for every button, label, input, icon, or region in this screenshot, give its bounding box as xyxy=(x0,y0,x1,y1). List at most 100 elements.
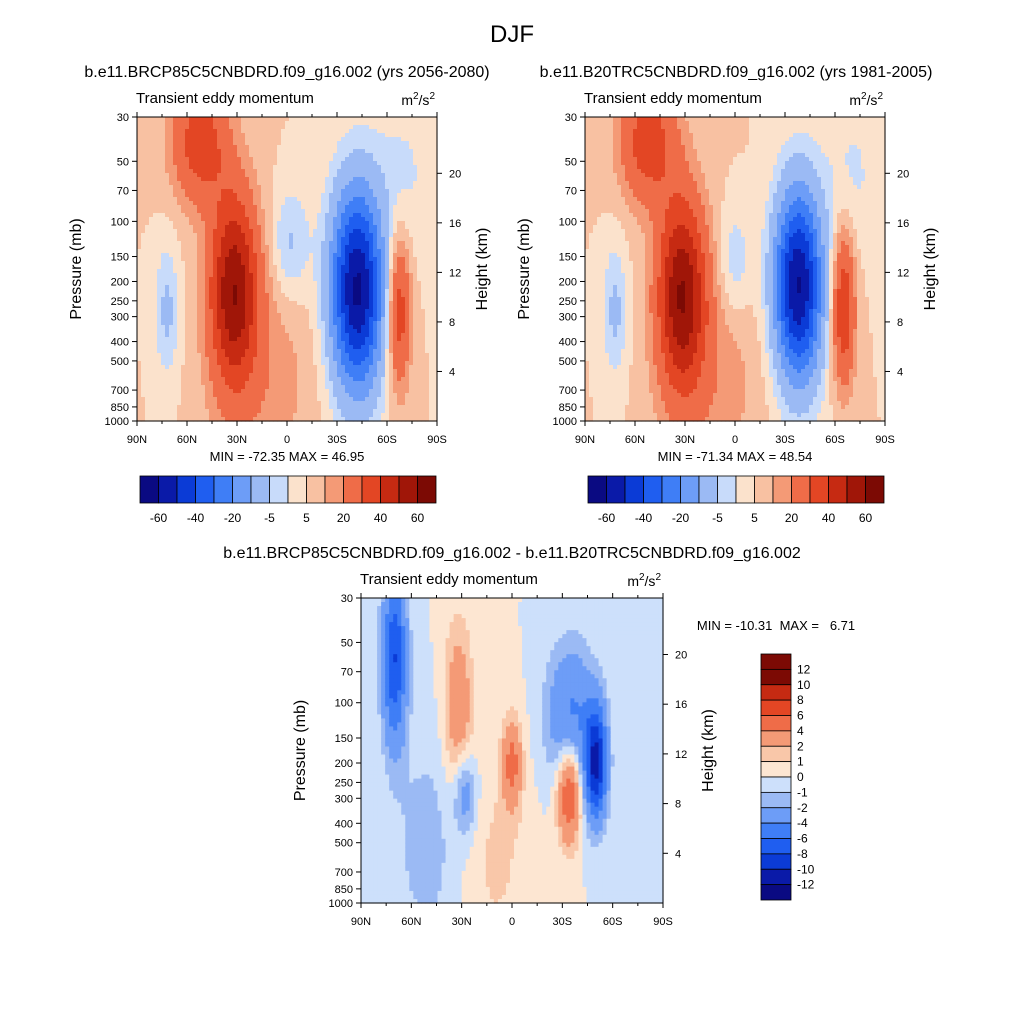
field-cell xyxy=(233,337,238,342)
field-cell xyxy=(361,373,366,378)
field-cell xyxy=(197,141,202,146)
field-cell xyxy=(389,349,394,354)
field-cell xyxy=(145,289,150,294)
field-cell xyxy=(217,325,222,330)
field-cell xyxy=(221,325,226,330)
field-cell xyxy=(365,225,370,230)
field-cell xyxy=(213,177,218,182)
field-cell xyxy=(185,209,190,214)
field-cell xyxy=(365,409,370,414)
field-cell xyxy=(201,245,206,250)
field-cell xyxy=(281,161,286,166)
field-cell xyxy=(325,397,330,402)
field-cell xyxy=(285,393,290,398)
field-cell xyxy=(341,329,346,334)
field-cell xyxy=(373,293,378,298)
field-cell xyxy=(357,141,362,146)
field-cell xyxy=(325,401,330,406)
field-cell xyxy=(181,393,186,398)
field-cell xyxy=(209,329,214,334)
field-cell xyxy=(341,373,346,378)
field-cell xyxy=(361,225,366,230)
field-cell xyxy=(157,341,162,346)
field-cell xyxy=(321,189,326,194)
field-cell xyxy=(209,169,214,174)
field-cell xyxy=(321,129,326,134)
field-cell xyxy=(137,225,142,230)
field-cell xyxy=(145,253,150,258)
field-cell xyxy=(229,281,234,286)
field-cell xyxy=(189,365,194,370)
field-cell xyxy=(237,349,242,354)
field-cell xyxy=(141,261,146,266)
field-cell xyxy=(265,189,270,194)
field-cell xyxy=(321,377,326,382)
field-cell xyxy=(325,385,330,390)
field-cell xyxy=(381,265,386,270)
field-cell xyxy=(161,161,166,166)
field-cell xyxy=(185,329,190,334)
field-cell xyxy=(225,273,230,278)
field-cell xyxy=(325,373,330,378)
field-cell xyxy=(161,233,166,238)
field-cell xyxy=(365,133,370,138)
field-cell xyxy=(305,413,310,418)
field-cell xyxy=(381,385,386,390)
field-cell xyxy=(381,285,386,290)
field-cell xyxy=(165,189,170,194)
field-cell xyxy=(177,329,182,334)
field-cell xyxy=(197,181,202,186)
field-cell xyxy=(141,333,146,338)
field-cell xyxy=(293,273,298,278)
field-cell xyxy=(393,221,398,226)
field-cell xyxy=(377,385,382,390)
field-cell xyxy=(329,201,334,206)
field-cell xyxy=(337,145,342,150)
field-cell xyxy=(233,353,238,358)
field-cell xyxy=(317,137,322,142)
field-cell xyxy=(353,289,358,294)
field-cell xyxy=(265,409,270,414)
field-cell xyxy=(305,157,310,162)
field-cell xyxy=(317,405,322,410)
field-cell xyxy=(169,337,174,342)
field-cell xyxy=(285,253,290,258)
field-cell xyxy=(341,301,346,306)
field-cell xyxy=(365,189,370,194)
field-cell xyxy=(141,209,146,214)
field-cell xyxy=(313,205,318,210)
field-cell xyxy=(225,365,230,370)
field-cell xyxy=(233,245,238,250)
field-cell xyxy=(301,209,306,214)
field-cell xyxy=(349,417,354,422)
field-cell xyxy=(377,337,382,342)
field-cell xyxy=(333,133,338,138)
field-cell xyxy=(141,257,146,262)
field-cell xyxy=(181,313,186,318)
field-cell xyxy=(185,393,190,398)
field-cell xyxy=(381,177,386,182)
field-cell xyxy=(157,393,162,398)
field-cell xyxy=(165,269,170,274)
field-cell xyxy=(245,353,250,358)
field-cell xyxy=(145,353,150,358)
field-cell xyxy=(177,157,182,162)
field-cell xyxy=(329,189,334,194)
field-cell xyxy=(141,281,146,286)
field-cell xyxy=(197,217,202,222)
field-cell xyxy=(297,317,302,322)
field-cell xyxy=(313,221,318,226)
field-cell xyxy=(201,161,206,166)
field-cell xyxy=(217,329,222,334)
field-cell xyxy=(301,325,306,330)
field-cell xyxy=(149,313,154,318)
field-cell xyxy=(229,213,234,218)
field-cell xyxy=(369,373,374,378)
field-cell xyxy=(241,177,246,182)
field-cell xyxy=(385,393,390,398)
field-cell xyxy=(193,157,198,162)
field-cell xyxy=(193,217,198,222)
field-cell xyxy=(197,221,202,226)
field-cell xyxy=(305,305,310,310)
field-cell xyxy=(157,253,162,258)
